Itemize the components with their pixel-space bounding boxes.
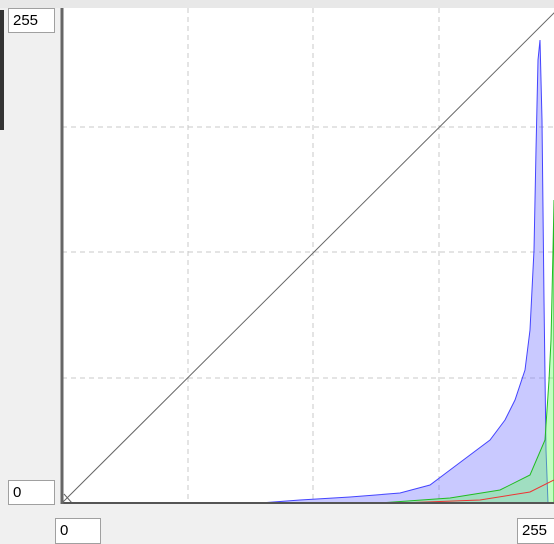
scrollbar [0,10,4,130]
curve[interactable] [61,7,554,504]
red-histogram [399,479,554,504]
top-strip [0,0,554,8]
grid [62,8,554,503]
green-histogram [379,199,554,504]
y-min-input[interactable]: 0 [8,480,55,505]
endpoint-marker [63,493,73,504]
x-max-input[interactable]: 255 [517,518,554,544]
x-min-input[interactable]: 0 [55,518,101,544]
blue-histogram [259,39,549,504]
y-max-input[interactable]: 255 [8,8,55,33]
